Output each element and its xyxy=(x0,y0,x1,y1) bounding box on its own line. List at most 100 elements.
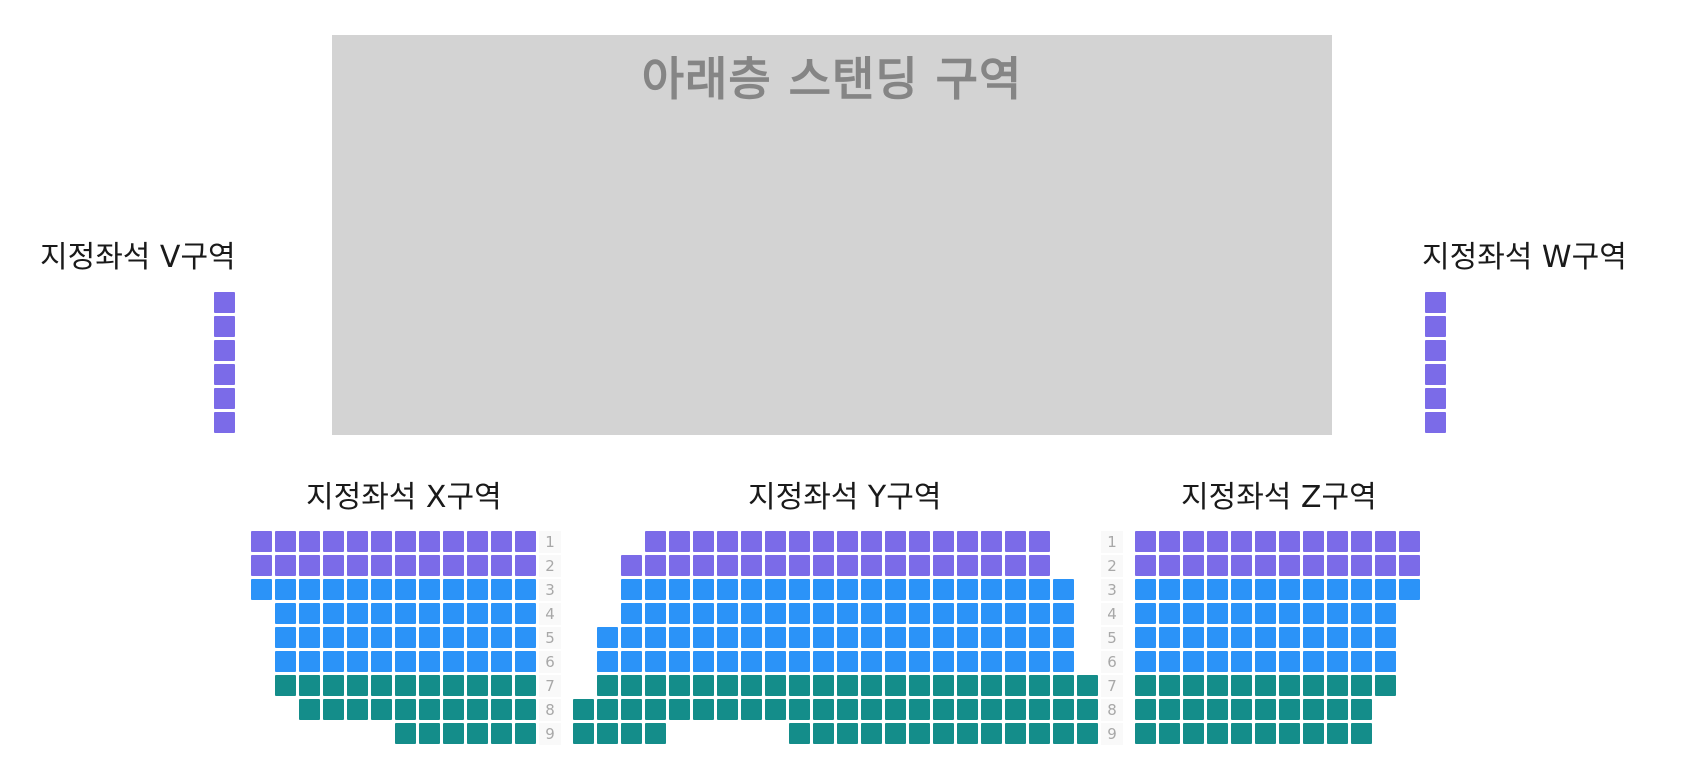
seat-y-row9-22[interactable] xyxy=(1077,723,1098,744)
seat-y-row1-16[interactable] xyxy=(933,531,954,552)
seat-y-row1-6[interactable] xyxy=(693,531,714,552)
seat-x-row1-9[interactable] xyxy=(443,531,464,552)
seat-y-row2-11[interactable] xyxy=(813,555,834,576)
seat-y-row7-5[interactable] xyxy=(669,675,690,696)
seat-z-row3-1[interactable] xyxy=(1135,579,1156,600)
seat-x-row6-4[interactable] xyxy=(323,651,344,672)
seat-z-row3-3[interactable] xyxy=(1183,579,1204,600)
seat-z-row9-8[interactable] xyxy=(1303,723,1324,744)
seat-z-row9-3[interactable] xyxy=(1183,723,1204,744)
seat-z-row6-8[interactable] xyxy=(1303,651,1324,672)
seat-y-row7-6[interactable] xyxy=(693,675,714,696)
seat-y-row8-19[interactable] xyxy=(1005,699,1026,720)
seat-z-row7-6[interactable] xyxy=(1255,675,1276,696)
seat-x-row3-10[interactable] xyxy=(467,579,488,600)
seat-z-row6-7[interactable] xyxy=(1279,651,1300,672)
seat-y-row6-20[interactable] xyxy=(1029,651,1050,672)
seat-y-row1-13[interactable] xyxy=(861,531,882,552)
seat-y-row6-9[interactable] xyxy=(765,651,786,672)
seat-x-row3-1[interactable] xyxy=(251,579,272,600)
seat-z-row4-9[interactable] xyxy=(1327,603,1348,624)
seat-x-row5-4[interactable] xyxy=(323,627,344,648)
seat-y-row9-1[interactable] xyxy=(573,723,594,744)
seat-y-row4-11[interactable] xyxy=(813,603,834,624)
seat-y-row3-7[interactable] xyxy=(717,579,738,600)
seat-x-row2-5[interactable] xyxy=(347,555,368,576)
seat-x-row5-6[interactable] xyxy=(371,627,392,648)
seat-y-row7-2[interactable] xyxy=(597,675,618,696)
seat-y-row1-14[interactable] xyxy=(885,531,906,552)
seat-x-row4-3[interactable] xyxy=(299,603,320,624)
seat-x-row1-8[interactable] xyxy=(419,531,440,552)
seat-y-row2-17[interactable] xyxy=(957,555,978,576)
seat-y-row7-9[interactable] xyxy=(765,675,786,696)
seat-y-row7-15[interactable] xyxy=(909,675,930,696)
seat-y-row7-11[interactable] xyxy=(813,675,834,696)
seat-y-row5-4[interactable] xyxy=(645,627,666,648)
seat-y-row2-7[interactable] xyxy=(717,555,738,576)
seat-x-row9-8[interactable] xyxy=(419,723,440,744)
seat-z-row4-5[interactable] xyxy=(1231,603,1252,624)
seat-z-row4-7[interactable] xyxy=(1279,603,1300,624)
seat-x-row5-2[interactable] xyxy=(275,627,296,648)
seat-z-row9-1[interactable] xyxy=(1135,723,1156,744)
seat-x-row9-11[interactable] xyxy=(491,723,512,744)
seat-x-row7-4[interactable] xyxy=(323,675,344,696)
seat-x-row7-12[interactable] xyxy=(515,675,536,696)
seat-x-row5-8[interactable] xyxy=(419,627,440,648)
seat-z-row7-8[interactable] xyxy=(1303,675,1324,696)
seat-x-row3-2[interactable] xyxy=(275,579,296,600)
seat-x-row6-11[interactable] xyxy=(491,651,512,672)
seat-y-row3-11[interactable] xyxy=(813,579,834,600)
seat-z-row7-5[interactable] xyxy=(1231,675,1252,696)
seat-y-row9-13[interactable] xyxy=(861,723,882,744)
seat-y-row8-9[interactable] xyxy=(765,699,786,720)
seat-y-row3-20[interactable] xyxy=(1029,579,1050,600)
seat-z-row2-5[interactable] xyxy=(1231,555,1252,576)
seat-y-row1-5[interactable] xyxy=(669,531,690,552)
seat-y-row5-3[interactable] xyxy=(621,627,642,648)
seat-z-row9-6[interactable] xyxy=(1255,723,1276,744)
seat-y-row1-7[interactable] xyxy=(717,531,738,552)
seat-y-row7-17[interactable] xyxy=(957,675,978,696)
seat-y-row3-5[interactable] xyxy=(669,579,690,600)
seat-x-row6-10[interactable] xyxy=(467,651,488,672)
seat-x-row5-11[interactable] xyxy=(491,627,512,648)
seat-z-row3-12[interactable] xyxy=(1399,579,1420,600)
seat-y-row3-21[interactable] xyxy=(1053,579,1074,600)
seat-y-row9-10[interactable] xyxy=(789,723,810,744)
seat-y-row8-17[interactable] xyxy=(957,699,978,720)
seat-x-row4-12[interactable] xyxy=(515,603,536,624)
seat-x-row3-9[interactable] xyxy=(443,579,464,600)
seat-y-row7-8[interactable] xyxy=(741,675,762,696)
seat-v-1[interactable] xyxy=(214,292,235,313)
seat-y-row6-19[interactable] xyxy=(1005,651,1026,672)
seat-y-row8-7[interactable] xyxy=(717,699,738,720)
seat-y-row4-15[interactable] xyxy=(909,603,930,624)
seat-z-row8-8[interactable] xyxy=(1303,699,1324,720)
seat-z-row1-7[interactable] xyxy=(1279,531,1300,552)
seat-y-row5-8[interactable] xyxy=(741,627,762,648)
seat-y-row3-6[interactable] xyxy=(693,579,714,600)
seat-x-row7-10[interactable] xyxy=(467,675,488,696)
seat-z-row1-6[interactable] xyxy=(1255,531,1276,552)
seat-z-row7-3[interactable] xyxy=(1183,675,1204,696)
seat-z-row5-6[interactable] xyxy=(1255,627,1276,648)
seat-x-row6-9[interactable] xyxy=(443,651,464,672)
seat-z-row3-6[interactable] xyxy=(1255,579,1276,600)
seat-z-row4-8[interactable] xyxy=(1303,603,1324,624)
seat-x-row3-5[interactable] xyxy=(347,579,368,600)
seat-x-row1-7[interactable] xyxy=(395,531,416,552)
seat-v-5[interactable] xyxy=(214,388,235,409)
seat-z-row2-7[interactable] xyxy=(1279,555,1300,576)
seat-y-row5-10[interactable] xyxy=(789,627,810,648)
seat-y-row6-11[interactable] xyxy=(813,651,834,672)
seat-y-row8-12[interactable] xyxy=(837,699,858,720)
seat-y-row8-1[interactable] xyxy=(573,699,594,720)
seat-y-row6-12[interactable] xyxy=(837,651,858,672)
seat-y-row1-4[interactable] xyxy=(645,531,666,552)
seat-x-row4-2[interactable] xyxy=(275,603,296,624)
seat-z-row8-3[interactable] xyxy=(1183,699,1204,720)
seat-x-row1-5[interactable] xyxy=(347,531,368,552)
seat-z-row9-7[interactable] xyxy=(1279,723,1300,744)
